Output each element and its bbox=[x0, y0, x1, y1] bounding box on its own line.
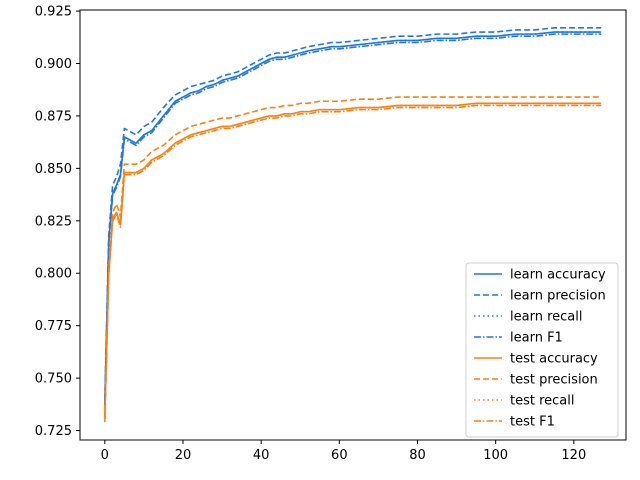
series-layer bbox=[104, 27, 602, 423]
legend-label-3: learn F1 bbox=[510, 331, 563, 346]
x-tick-label: 0 bbox=[101, 448, 109, 463]
y-tick-label: 0.800 bbox=[35, 267, 72, 282]
x-tick-label: 100 bbox=[483, 448, 508, 463]
series-line-3 bbox=[104, 33, 602, 406]
axes-layer: 0 20 40 60 80 100 120 0.725 0.750 0.775 0.800 0.825… bbox=[35, 5, 627, 463]
y-tick-label: 0.775 bbox=[35, 319, 72, 334]
axes-frame bbox=[79, 9, 627, 441]
x-tick-label: 60 bbox=[331, 448, 348, 463]
legend-label-4: test accuracy bbox=[510, 352, 598, 367]
legend-label-6: test recall bbox=[510, 394, 575, 409]
legend-label-7: test F1 bbox=[510, 415, 555, 430]
y-tick-label: 0.825 bbox=[35, 214, 72, 229]
y-tick-label: 0.725 bbox=[35, 424, 72, 439]
x-tick-label: 20 bbox=[175, 448, 192, 463]
series-line-0 bbox=[104, 31, 602, 404]
legend-label-1: learn precision bbox=[510, 289, 606, 304]
series-line-1 bbox=[104, 27, 602, 400]
y-tick-label: 0.850 bbox=[35, 162, 72, 177]
series-line-4 bbox=[104, 102, 602, 416]
legend-label-5: test precision bbox=[510, 373, 598, 388]
y-tick-label: 0.750 bbox=[35, 372, 72, 387]
x-tick-label: 80 bbox=[409, 448, 426, 463]
series-line-5 bbox=[104, 96, 602, 419]
legend: learn accuracy learn precision learn recal… bbox=[465, 262, 619, 438]
legend-label-0: learn accuracy bbox=[510, 268, 606, 283]
y-tick-label: 0.900 bbox=[35, 57, 72, 72]
legend-box bbox=[465, 262, 619, 438]
series-line-7 bbox=[104, 104, 602, 423]
legend-label-2: learn recall bbox=[510, 310, 582, 325]
y-tick-label: 0.875 bbox=[35, 109, 72, 124]
x-tick-label: 40 bbox=[253, 448, 270, 463]
y-tick-label: 0.925 bbox=[35, 5, 72, 20]
x-tick-label: 120 bbox=[561, 448, 586, 463]
